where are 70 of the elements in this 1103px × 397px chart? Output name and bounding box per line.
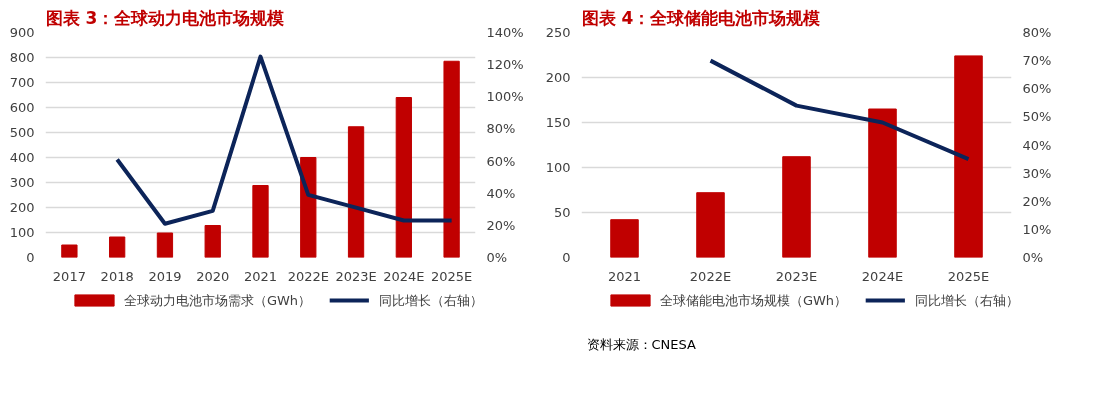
y-tick-label: 0 [562, 250, 571, 265]
bar [61, 244, 78, 258]
y-tick-label: 200 [545, 70, 571, 85]
y-tick-label: 700 [9, 75, 35, 90]
y2-tick-label: 20% [486, 217, 516, 233]
y2-tick-label: 20% [1022, 193, 1052, 209]
y-tick-label: 500 [9, 125, 35, 140]
y2-tick-label: 80% [1022, 25, 1052, 40]
x-tick-label: 2021 [243, 268, 278, 284]
x-tick-label: 2017 [52, 268, 86, 284]
x-tick-label: 2023E [335, 268, 377, 284]
y2-tick-label: 70% [1022, 53, 1052, 69]
bar [156, 232, 174, 258]
line-series [115, 54, 454, 226]
chart-title: 图表 4：全球储能电池市场规模 [581, 7, 821, 28]
y-tick-label: 150 [545, 115, 571, 130]
bar [782, 156, 811, 258]
y2-tick-label: 120% [486, 57, 524, 73]
x-tick-label: 2023E [775, 268, 818, 284]
y2-tick-label: 140% [486, 25, 524, 40]
y-tick-label: 800 [9, 50, 35, 65]
y2-tick-label: 40% [486, 185, 516, 201]
x-tick-label: 2018 [100, 268, 134, 284]
bar [347, 126, 365, 258]
y2-tick-label: 30% [1022, 165, 1052, 181]
x-tick-label: 2022E [287, 268, 329, 284]
y2-tick-label: 60% [1022, 81, 1052, 97]
bar [300, 157, 317, 258]
legend-label: 同比增长（右轴） [378, 293, 483, 308]
bar [868, 108, 897, 258]
y-tick-label: 200 [9, 200, 35, 215]
bar [109, 236, 126, 258]
y2-tick-label: 80% [486, 121, 516, 137]
line-series [708, 58, 971, 162]
y2-tick-label: 50% [1022, 109, 1052, 125]
legend-label: 同比增长（右轴） [914, 293, 1019, 308]
legend-label: 全球动力电池市场需求（GWh） [123, 293, 312, 308]
text: 资料来源：CNESA [586, 336, 697, 352]
chart-title: 图表 3：全球动力电池市场规模 [45, 7, 285, 28]
legend-label: 全球储能电池市场规模（GWh） [659, 293, 848, 308]
y2-tick-label: 40% [1022, 137, 1052, 153]
y2-tick-label: 100% [486, 89, 524, 105]
y-tick-label: 900 [9, 25, 35, 40]
y2-tick-label: 0% [1022, 250, 1044, 265]
y-tick-label: 300 [9, 175, 35, 190]
y2-tick-label: 0% [486, 250, 508, 265]
x-tick-label: 2025E [430, 268, 473, 284]
x-tick-label: 2025E [947, 268, 990, 284]
x-tick-label: 2024E [383, 268, 425, 284]
x-tick-label: 2022E [689, 268, 732, 284]
x-tick-label: 2024E [861, 268, 904, 284]
bar [954, 55, 983, 258]
y-tick-label: 100 [9, 225, 35, 240]
bar [252, 185, 269, 258]
bar [395, 97, 412, 258]
bar [204, 225, 221, 258]
y-tick-label: 50 [553, 205, 571, 220]
x-tick-label: 2020 [196, 268, 230, 284]
x-tick-label: 2021 [607, 268, 642, 284]
x-tick-label: 2019 [148, 268, 182, 284]
bar [443, 60, 460, 258]
bar [610, 219, 639, 258]
y-tick-label: 100 [545, 160, 571, 175]
bar [696, 192, 725, 258]
y2-tick-label: 10% [1022, 221, 1052, 237]
y-tick-label: 600 [9, 100, 35, 115]
y2-tick-label: 60% [486, 153, 516, 169]
y-tick-label: 0 [26, 250, 35, 265]
y-tick-label: 400 [9, 150, 35, 165]
y-tick-label: 250 [545, 25, 571, 40]
